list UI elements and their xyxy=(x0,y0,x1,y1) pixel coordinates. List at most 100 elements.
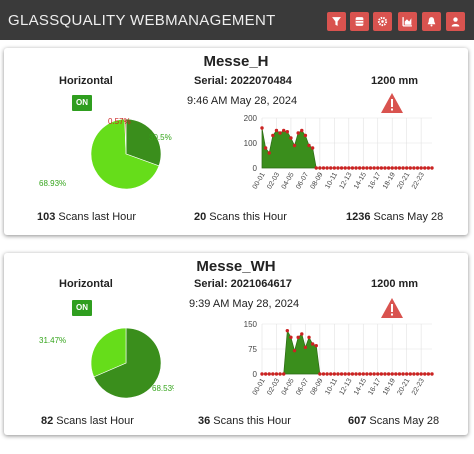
data-point xyxy=(325,372,329,376)
data-point xyxy=(292,143,297,148)
data-point xyxy=(372,372,376,376)
chart-button[interactable] xyxy=(398,12,417,31)
data-point xyxy=(282,128,286,133)
data-point xyxy=(412,372,416,376)
data-point xyxy=(394,166,398,170)
data-point xyxy=(361,166,365,170)
data-point xyxy=(271,133,275,138)
stat-today: 1236 Scans May 28 xyxy=(346,211,444,223)
data-point xyxy=(292,348,297,353)
data-point xyxy=(430,372,434,376)
pie-label: 68.53% xyxy=(152,384,174,393)
x-tick-label: 18-19 xyxy=(382,377,397,396)
x-tick-label: 10-11 xyxy=(324,377,339,396)
size-label: 1200 mm xyxy=(371,75,419,87)
x-tick-label: 12-13 xyxy=(339,171,354,190)
pie-label: 31.47% xyxy=(39,336,66,345)
x-tick-label: 16-17 xyxy=(367,171,382,190)
data-point xyxy=(263,372,268,376)
stat-last-hour: 103 Scans last Hour xyxy=(37,211,137,223)
database-button[interactable] xyxy=(350,12,369,31)
x-tick-label: 22-23 xyxy=(411,171,426,190)
data-point xyxy=(379,372,384,376)
pie-chart: 31.47% 68.53% xyxy=(39,327,174,399)
data-point xyxy=(296,131,300,135)
pie-slice xyxy=(125,118,162,167)
data-point xyxy=(278,372,282,376)
user-button[interactable] xyxy=(446,12,465,31)
notifications-button[interactable] xyxy=(422,12,441,31)
data-point xyxy=(314,343,318,348)
pie-label: 30.5% xyxy=(149,133,172,142)
x-tick-label: 20-21 xyxy=(396,171,411,190)
database-icon xyxy=(355,17,364,26)
warning-icon[interactable] xyxy=(380,92,404,119)
data-point xyxy=(401,372,405,376)
data-point xyxy=(329,166,333,170)
x-tick-label: 08-09 xyxy=(310,171,325,190)
data-point xyxy=(285,328,290,333)
pie-chart: 0.57% 30.5% 68.93% xyxy=(39,117,172,190)
x-tick-label: 20-21 xyxy=(396,377,411,396)
data-point xyxy=(347,166,351,170)
bell-icon xyxy=(427,17,436,27)
data-point xyxy=(289,136,293,140)
data-point xyxy=(267,151,271,155)
data-point xyxy=(336,372,340,376)
data-point xyxy=(274,372,279,376)
data-point xyxy=(318,372,322,376)
top-bar: GLASSQUALITY WEBMANAGEMENT xyxy=(0,0,474,40)
data-point xyxy=(397,166,402,170)
x-tick-label: 02-03 xyxy=(266,377,281,396)
data-point xyxy=(390,372,394,376)
y-tick-label: 75 xyxy=(248,345,257,354)
data-point xyxy=(390,166,394,170)
data-point xyxy=(278,131,282,135)
data-point xyxy=(354,166,358,170)
data-point xyxy=(350,372,355,376)
data-point xyxy=(376,166,380,170)
y-tick-label: 200 xyxy=(244,114,258,123)
data-point xyxy=(423,166,427,170)
data-point xyxy=(408,372,412,376)
data-point xyxy=(368,166,373,170)
data-point xyxy=(357,372,362,376)
data-point xyxy=(365,372,369,376)
data-point xyxy=(314,166,318,170)
data-point xyxy=(408,166,412,170)
y-tick-label: 0 xyxy=(253,370,258,379)
warning-icon[interactable] xyxy=(380,297,404,324)
data-point xyxy=(260,372,264,376)
data-point xyxy=(386,372,391,376)
data-point xyxy=(321,166,326,170)
x-tick-label: 06-07 xyxy=(295,377,310,396)
data-point xyxy=(365,166,369,170)
serial-label: Serial: 2022070484 xyxy=(194,75,292,87)
x-tick-label: 18-19 xyxy=(382,171,397,190)
data-point xyxy=(430,166,434,170)
data-point xyxy=(329,372,333,376)
data-point xyxy=(274,128,279,133)
x-tick-label: 04-05 xyxy=(281,377,296,396)
data-point xyxy=(307,335,311,340)
status-badge: ON xyxy=(72,95,92,111)
settings-button[interactable] xyxy=(373,12,392,31)
filter-button[interactable] xyxy=(327,12,346,31)
pie-slice xyxy=(90,327,127,378)
data-point xyxy=(401,166,405,170)
machine-name: Messe_H xyxy=(203,53,269,70)
x-tick-label: 12-13 xyxy=(339,377,354,396)
app-title: GLASSQUALITY WEBMANAGEMENT xyxy=(8,12,276,29)
y-tick-label: 150 xyxy=(244,320,258,329)
mode-label: Horizontal xyxy=(59,278,113,290)
x-tick-label: 08-09 xyxy=(310,377,325,396)
area-chart: 0 75 150 00-01 02-03 04-05 06-07 08-09 10-11 12-1… xyxy=(244,320,434,397)
data-point xyxy=(394,372,398,376)
y-tick-label: 0 xyxy=(253,164,258,173)
data-point xyxy=(343,372,347,376)
data-point xyxy=(397,372,402,376)
data-point xyxy=(419,166,423,170)
stat-last-hour: 82 Scans last Hour xyxy=(41,415,134,427)
gear-icon xyxy=(377,16,388,27)
data-point xyxy=(339,372,344,376)
